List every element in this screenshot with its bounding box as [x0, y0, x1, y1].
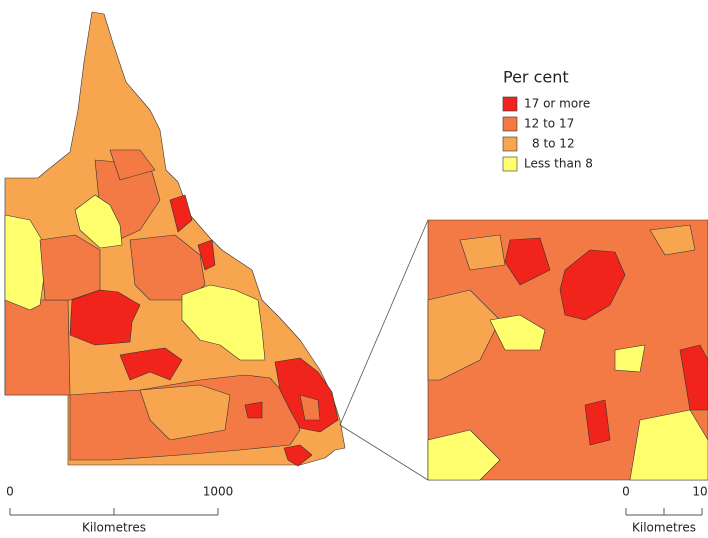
region [283, 444, 313, 467]
legend-swatch [502, 116, 518, 132]
region [4, 299, 71, 396]
legend-swatch [502, 96, 518, 112]
region [4, 214, 46, 311]
inset-connector [339, 424, 429, 481]
region [169, 194, 193, 233]
scale-label: 0 [622, 485, 630, 499]
scale-unit: Kilometres [82, 521, 146, 535]
region [679, 344, 708, 411]
legend-label: 12 to 17 [524, 117, 574, 131]
region [427, 289, 501, 381]
region [614, 344, 646, 373]
map-regions [4, 11, 708, 481]
scale-label: 10 [692, 485, 707, 499]
legend-label: Less than 8 [524, 157, 593, 171]
region [139, 384, 231, 441]
region [109, 149, 156, 181]
inset-connector [339, 219, 429, 426]
region [649, 224, 696, 256]
scale-unit: Kilometres [632, 521, 696, 535]
legend: 17 or more 12 to 17 8 to 12 Less than 8 [502, 96, 593, 172]
region [197, 239, 216, 271]
scale-bar: 0 1000 Kilometres [6, 485, 233, 535]
scale-label: 0 [6, 485, 14, 499]
region [459, 234, 506, 271]
scale-label: 1000 [203, 485, 234, 499]
legend-label: 8 to 12 [532, 137, 575, 151]
region [584, 399, 611, 446]
region [559, 249, 626, 321]
region [69, 289, 141, 346]
region [504, 237, 551, 286]
region [119, 347, 183, 381]
legend-swatch [502, 156, 518, 172]
region [274, 357, 339, 433]
region [427, 429, 501, 481]
region [489, 314, 546, 351]
region [39, 234, 101, 301]
region [629, 409, 708, 481]
region [181, 284, 266, 361]
region [244, 401, 263, 419]
legend-swatch [502, 136, 518, 152]
region [299, 394, 321, 421]
legend-label: 17 or more [524, 97, 590, 111]
legend-title: Per cent [503, 68, 569, 87]
region [74, 194, 123, 249]
inset-scale-bar: 0 10 Kilometres [622, 485, 707, 535]
